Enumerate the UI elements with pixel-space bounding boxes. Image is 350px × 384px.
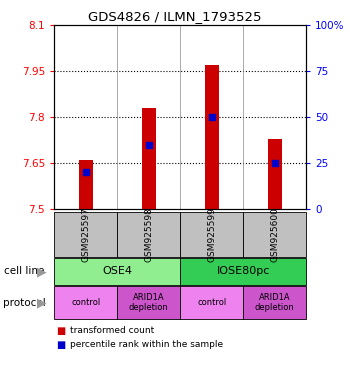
Text: cell line: cell line [4,266,44,276]
Text: GSM925600: GSM925600 [270,207,279,262]
Text: IOSE80pc: IOSE80pc [217,266,270,276]
Text: OSE4: OSE4 [102,266,132,276]
Point [83,169,89,175]
Text: transformed count: transformed count [70,326,154,335]
Text: ▶: ▶ [37,296,47,309]
Text: control: control [197,298,226,307]
Bar [142,108,156,209]
Text: ■: ■ [56,326,65,336]
Text: control: control [71,298,100,307]
Point [272,160,278,166]
Bar [268,139,282,209]
Point [209,114,215,120]
Text: ■: ■ [56,340,65,350]
Bar [205,65,219,209]
Bar [79,160,93,209]
Text: percentile rank within the sample: percentile rank within the sample [70,340,223,349]
Text: GSM925597: GSM925597 [81,207,90,262]
Text: ARID1A
depletion: ARID1A depletion [129,293,169,313]
Text: GDS4826 / ILMN_1793525: GDS4826 / ILMN_1793525 [88,10,262,23]
Point [146,142,152,148]
Text: protocol: protocol [4,298,46,308]
Text: ARID1A
depletion: ARID1A depletion [255,293,295,313]
Text: GSM925599: GSM925599 [207,207,216,262]
Text: GSM925598: GSM925598 [144,207,153,262]
Text: ▶: ▶ [37,265,47,278]
